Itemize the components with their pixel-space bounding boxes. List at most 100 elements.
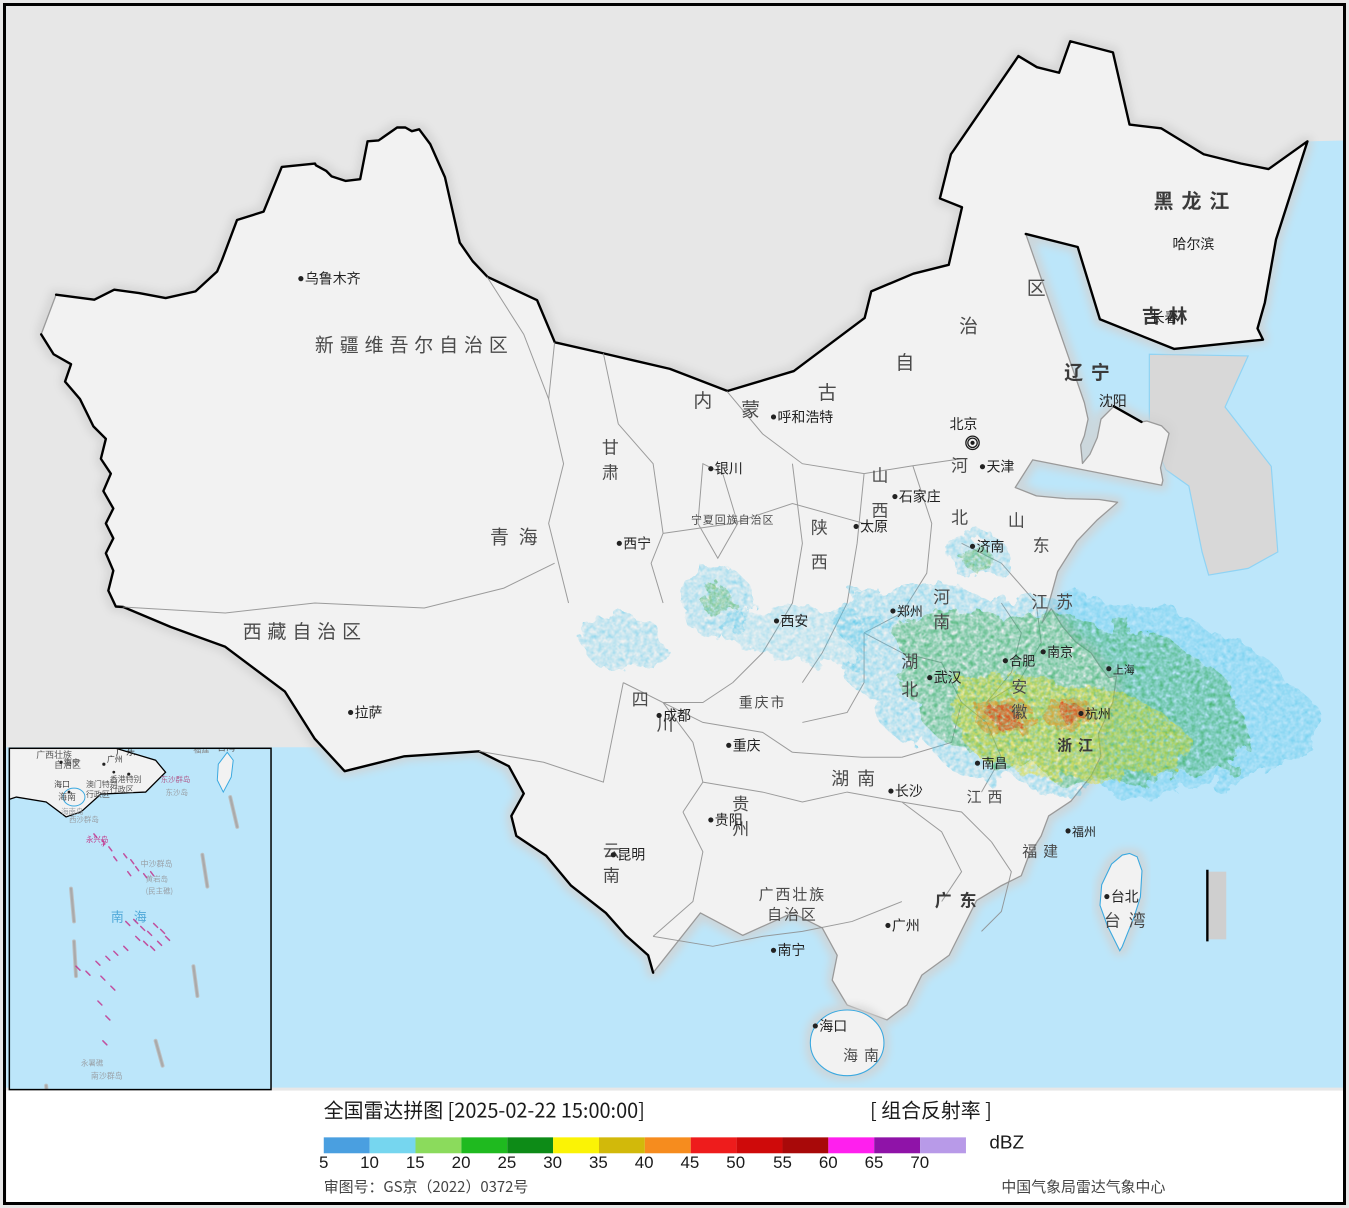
svg-text:贵阳: 贵阳 (715, 810, 743, 830)
svg-text:南昌: 南昌 (981, 753, 1007, 772)
svg-text:福建: 福建 (1022, 841, 1064, 862)
svg-text:蒙: 蒙 (741, 395, 760, 422)
svg-text:西沙群岛: 西沙群岛 (69, 814, 99, 825)
svg-text:自: 自 (895, 348, 914, 375)
svg-text:武汉: 武汉 (934, 668, 962, 688)
svg-text:南宁: 南宁 (64, 757, 80, 768)
svg-text:西安: 西安 (780, 611, 808, 631)
svg-text:湖: 湖 (901, 648, 918, 673)
svg-text:南: 南 (933, 608, 950, 633)
svg-text:10: 10 (360, 1153, 379, 1172)
svg-text:广东: 广东 (935, 887, 985, 912)
svg-text:(民主礁): (民主礁) (146, 886, 173, 897)
svg-text:河: 河 (933, 583, 950, 608)
svg-text:30: 30 (543, 1153, 562, 1172)
svg-text:西宁: 西宁 (623, 533, 651, 553)
svg-text:中沙群岛: 中沙群岛 (141, 859, 173, 870)
svg-text:江苏: 江苏 (1031, 588, 1081, 613)
svg-text:45: 45 (681, 1153, 700, 1172)
svg-text:陕: 陕 (811, 513, 828, 538)
svg-text:南宁: 南宁 (778, 940, 806, 960)
svg-text:青海: 青海 (490, 522, 548, 549)
svg-text:湖南: 湖南 (831, 765, 883, 791)
svg-text:重庆市: 重庆市 (739, 692, 787, 712)
svg-text:治: 治 (959, 311, 978, 338)
svg-text:dBZ: dBZ (989, 1132, 1024, 1153)
svg-text:哈尔滨: 哈尔滨 (1173, 234, 1215, 254)
svg-text:宁夏回族自治区: 宁夏回族自治区 (691, 511, 775, 527)
svg-text:北: 北 (951, 503, 968, 528)
svg-text:新疆维吾尔自治区: 新疆维吾尔自治区 (315, 330, 514, 357)
svg-text:南沙群岛: 南沙群岛 (91, 1071, 123, 1082)
svg-text:成都: 成都 (663, 705, 691, 725)
svg-text:65: 65 (865, 1153, 884, 1172)
svg-text:辽宁: 辽宁 (1064, 358, 1118, 385)
svg-text:江西: 江西 (967, 786, 1009, 807)
svg-text:浙江: 浙江 (1057, 734, 1099, 755)
svg-text:35: 35 (589, 1153, 608, 1172)
svg-text:50: 50 (726, 1153, 745, 1172)
svg-text:自治区: 自治区 (767, 903, 818, 924)
svg-text:北京: 北京 (950, 414, 978, 434)
svg-text:广州: 广州 (107, 754, 123, 765)
svg-text:北: 北 (901, 676, 918, 701)
svg-text:60: 60 (819, 1153, 838, 1172)
svg-text:安: 安 (1011, 675, 1027, 698)
svg-text:南海: 南海 (111, 906, 157, 925)
svg-text:审图号：GS京（2022）0372号: 审图号：GS京（2022）0372号 (324, 1176, 529, 1197)
svg-text:石家庄: 石家庄 (899, 487, 941, 507)
svg-text:上海: 上海 (1113, 662, 1135, 678)
svg-text:40: 40 (635, 1153, 654, 1172)
svg-text:济南: 济南 (977, 536, 1005, 556)
svg-text:全国雷达拼图 [2025-02-22 15:00:00]: 全国雷达拼图 [2025-02-22 15:00:00] (324, 1094, 645, 1123)
svg-text:西藏自治区: 西藏自治区 (243, 617, 367, 644)
svg-text:25: 25 (497, 1153, 516, 1172)
svg-text:古: 古 (818, 378, 837, 405)
svg-text:西: 西 (811, 548, 828, 573)
svg-text:合肥: 合肥 (1009, 651, 1035, 670)
svg-text:黄岩岛: 黄岩岛 (146, 874, 168, 885)
svg-text:中国气象局雷达气象中心: 中国气象局雷达气象中心 (1001, 1176, 1165, 1197)
svg-text:内: 内 (693, 386, 712, 413)
svg-text:东沙群岛: 东沙群岛 (161, 774, 191, 785)
svg-text:[ 组合反射率 ]: [ 组合反射率 ] (870, 1094, 992, 1123)
svg-text:行政区: 行政区 (86, 789, 110, 800)
svg-text:呼和浩特: 呼和浩特 (778, 407, 834, 427)
svg-text:天津: 天津 (986, 457, 1014, 477)
svg-text:台北: 台北 (1111, 887, 1139, 907)
svg-text:5: 5 (319, 1153, 328, 1172)
svg-text:东沙岛: 东沙岛 (166, 787, 188, 798)
svg-text:海南: 海南 (843, 1045, 885, 1066)
svg-text:东: 东 (1033, 531, 1050, 556)
svg-text:广西壮族: 广西壮族 (759, 884, 827, 905)
svg-text:山: 山 (1008, 506, 1025, 531)
svg-text:沈阳: 沈阳 (1099, 391, 1127, 411)
svg-text:南: 南 (603, 862, 620, 887)
svg-text:海口: 海口 (819, 1016, 847, 1036)
svg-text:70: 70 (910, 1153, 929, 1172)
svg-text:55: 55 (773, 1153, 792, 1172)
svg-text:太原: 太原 (860, 516, 888, 536)
svg-text:南京: 南京 (1047, 642, 1073, 661)
svg-text:四: 四 (632, 686, 649, 711)
svg-text:海口: 海口 (54, 779, 70, 790)
svg-text:甘: 甘 (602, 434, 619, 459)
svg-text:郑州: 郑州 (897, 601, 923, 620)
svg-text:黑龙江: 黑龙江 (1154, 185, 1238, 214)
svg-text:银川: 银川 (715, 459, 743, 479)
svg-text:山: 山 (872, 462, 889, 487)
svg-text:拉萨: 拉萨 (355, 702, 383, 722)
svg-text:昆明: 昆明 (617, 845, 645, 865)
svg-text:徽: 徽 (1011, 699, 1027, 722)
svg-text:杭州: 杭州 (1085, 703, 1111, 722)
svg-text:长沙: 长沙 (895, 781, 923, 801)
svg-text:永暑礁: 永暑礁 (81, 1058, 104, 1069)
svg-text:福州: 福州 (1072, 823, 1096, 840)
svg-text:重庆: 重庆 (733, 735, 761, 755)
svg-text:长春: 长春 (1151, 307, 1179, 327)
svg-text:台湾: 台湾 (1104, 906, 1154, 931)
svg-text:乌鲁木齐: 乌鲁木齐 (305, 269, 361, 289)
svg-text:肃: 肃 (602, 459, 619, 484)
svg-text:广州: 广州 (892, 915, 920, 935)
svg-text:15: 15 (406, 1153, 425, 1172)
